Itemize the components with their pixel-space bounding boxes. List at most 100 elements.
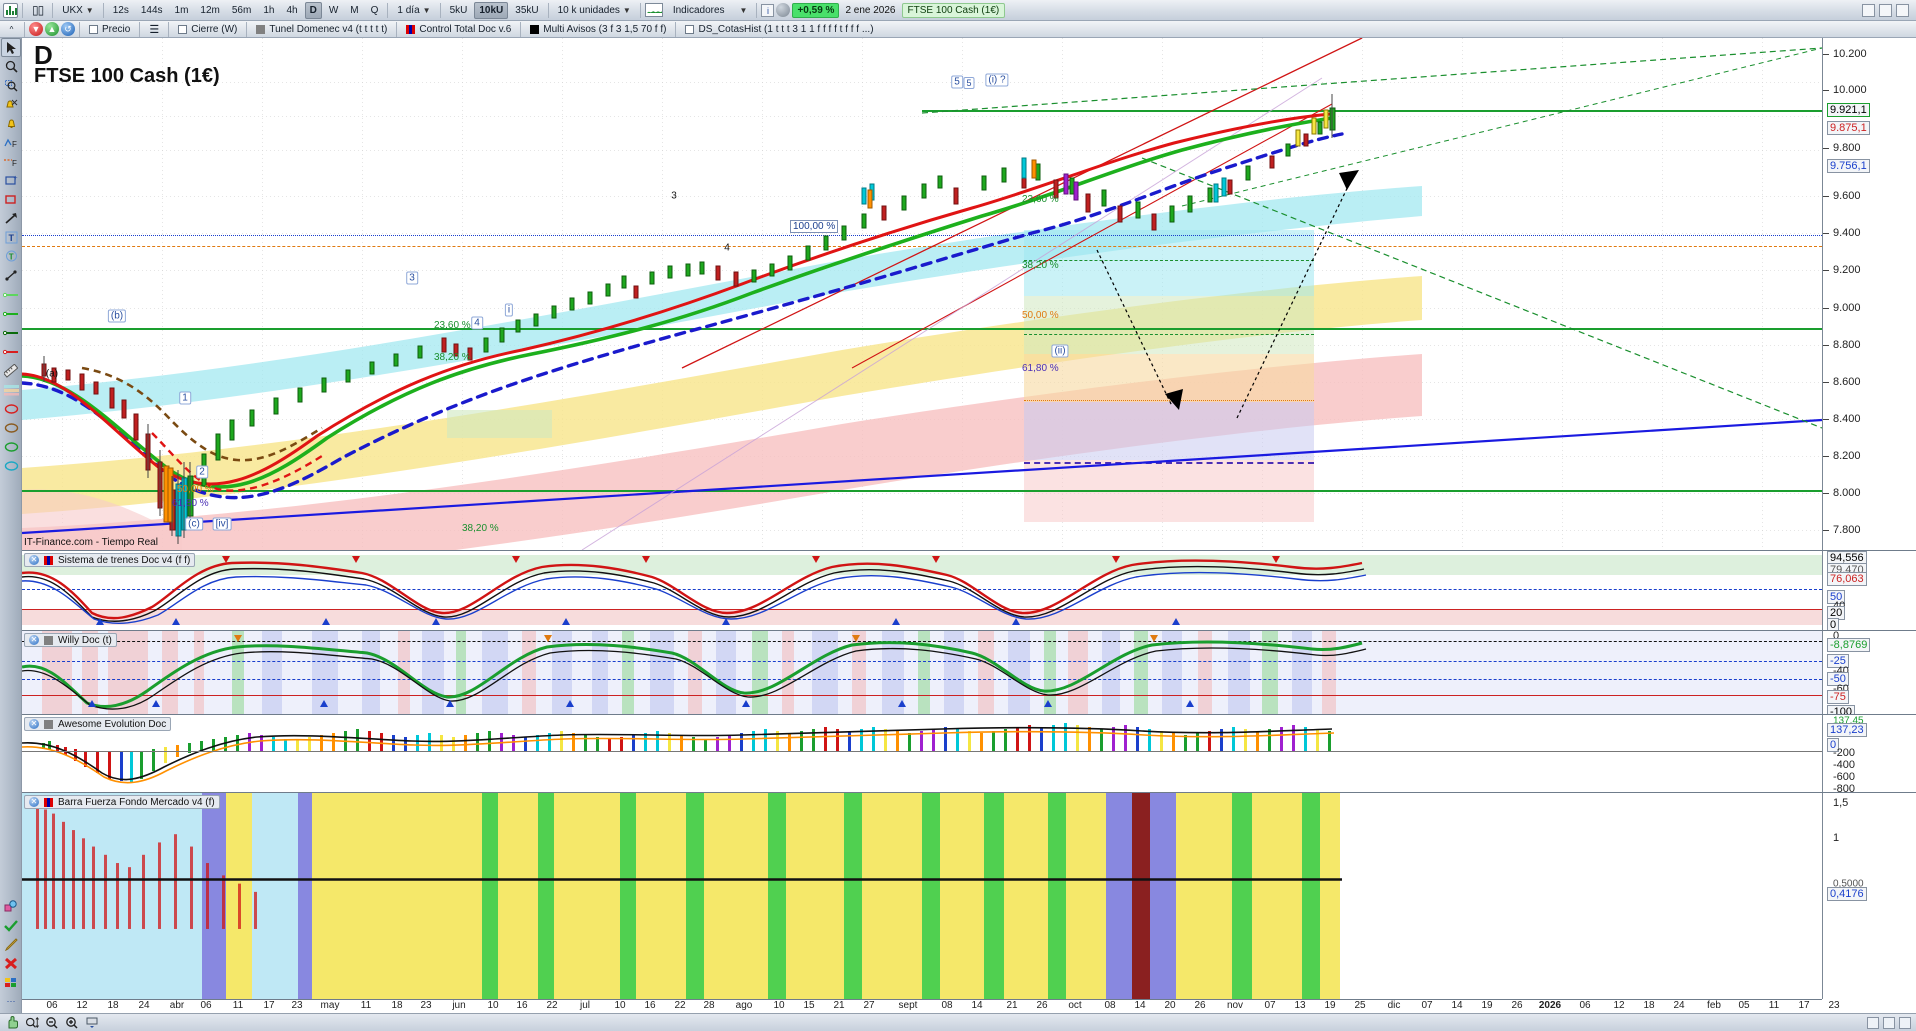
dots-icon[interactable]: ⋯ (6, 996, 16, 1006)
legend-item-multi-avisos[interactable]: Multi Avisos (3 f 3 1,5 70 f f) (525, 21, 671, 38)
rect-red-icon[interactable] (1, 190, 21, 209)
indicator-header-awesome-evolution[interactable]: ✕ Awesome Evolution Doc (24, 717, 172, 731)
zoom-region-icon[interactable] (1, 76, 21, 95)
chart-workspace[interactable]: D FTSE 100 Cash (1€) IT-Finance.com - Ti… (22, 38, 1916, 1013)
fib-f-icon[interactable]: F (1, 152, 21, 171)
indicator-header-barra-fuerza[interactable]: ✕ Barra Fuerza Fondo Mercado v4 (f) (24, 795, 220, 809)
indicator-panel-barra-fuerza[interactable]: ✕ Barra Fuerza Fondo Mercado v4 (f) (22, 792, 1916, 999)
timeframe-d[interactable]: D (304, 1, 322, 19)
wave-label-c[interactable]: (c) (185, 517, 203, 531)
wave-label-5[interactable]: 5 (951, 75, 963, 89)
wave-label-iv[interactable]: [iv] (212, 517, 232, 531)
price-panel[interactable]: D FTSE 100 Cash (1€) IT-Finance.com - Ti… (22, 38, 1916, 550)
legend-item-ds-cotashist[interactable]: DS_CotasHist (1 t t t 3 1 1 f f f f t f … (680, 21, 878, 38)
minimize-icon[interactable] (1879, 3, 1892, 17)
units-5ku[interactable]: 5kU (449, 4, 468, 16)
timeframe-w[interactable]: W (328, 4, 339, 16)
price-plot-area[interactable]: D FTSE 100 Cash (1€) IT-Finance.com - Ti… (22, 38, 1822, 550)
wave-label-ii[interactable]: (ii) (1051, 344, 1069, 358)
pencil-icon[interactable] (1, 935, 21, 954)
record-icon[interactable] (776, 3, 791, 17)
timeframe-12m[interactable]: 12m (200, 4, 220, 16)
time-axis[interactable]: 06 12 18 24 abr 06 11 17 23 may 11 18 23… (22, 999, 1840, 1013)
symbol-selector[interactable]: UKX ▼ (57, 2, 98, 19)
hline-green-light-icon[interactable] (1, 285, 21, 304)
drawing-tools-rail[interactable]: F F + T T (0, 38, 22, 1013)
legend-item-cierre[interactable]: Cierre (W) (173, 21, 242, 38)
indicator-header-sistema-trenes[interactable]: ✕ Sistema de trenes Doc v4 (f f) (24, 553, 196, 567)
fib-zones-icon[interactable] (1, 380, 21, 399)
indicator-legend-toolbar[interactable]: ^ ▼ ▲ ↺ Precio ☰ Cierre (W) Tunel Domene… (0, 21, 1916, 38)
wave-label-a[interactable]: (a) (45, 368, 59, 380)
palette-icon[interactable] (1, 973, 21, 992)
cursor-arrow-icon[interactable] (1, 38, 21, 57)
indicator-header-willy-doc[interactable]: ✕ Willy Doc (t) (24, 633, 117, 647)
close-icon[interactable] (1899, 1016, 1911, 1029)
hline-darkgreen-icon[interactable] (1, 323, 21, 342)
zoom-in-icon[interactable] (65, 1016, 79, 1030)
units-35ku[interactable]: 35kU (515, 4, 539, 16)
compare-icon[interactable]: ▯▯ (32, 3, 44, 17)
legend-item-tunel-domenec[interactable]: Tunel Domenec v4 (t t t t t) (251, 21, 392, 38)
zoom-vertical-icon[interactable] (25, 1016, 39, 1030)
info-icon[interactable]: i (761, 3, 775, 17)
timeframe-1m[interactable]: 1m (174, 4, 189, 16)
wave-label-4b[interactable]: 4 (724, 242, 730, 254)
hand-icon[interactable] (5, 1016, 19, 1030)
wave-label-3b[interactable]: 3 (671, 190, 677, 202)
ellipse-cyan-icon[interactable] (1, 456, 21, 475)
timeframe-1h[interactable]: 1h (263, 4, 275, 16)
arrow-draw-icon[interactable] (1, 209, 21, 228)
down-arrow-red-icon[interactable]: ▼ (29, 22, 43, 36)
checkbox-icon[interactable] (685, 24, 695, 34)
minimize-icon[interactable] (1867, 1016, 1879, 1029)
zoom-icon[interactable] (1, 57, 21, 76)
ellipse-green-icon[interactable] (1, 437, 21, 456)
indicator-panel-sistema-trenes[interactable]: ✕ Sistema de trenes Doc v4 (f f) (22, 550, 1916, 632)
wave-label-i-q[interactable]: (i) ? (985, 73, 1009, 87)
timeframe-q[interactable]: Q (370, 4, 379, 16)
screenshot-icon[interactable] (1862, 3, 1875, 17)
close-icon[interactable]: ✕ (29, 797, 39, 807)
close-icon[interactable]: ✕ (29, 719, 39, 729)
wave-label-marker[interactable]: 5 (963, 77, 975, 89)
price-axis[interactable]: 10.200 10.000 9.921,1 9.875,1 9.800 9.75… (1822, 38, 1916, 550)
checkbox-icon[interactable] (89, 24, 98, 34)
indicators-dropdown[interactable]: ▼ (732, 2, 753, 19)
legend-list-icon[interactable]: ☰ (149, 23, 160, 36)
status-bar[interactable] (0, 1013, 1916, 1031)
alert-line-icon[interactable]: F (1, 133, 21, 152)
timeframe-4h[interactable]: 4h (286, 4, 298, 16)
rect-plus-icon[interactable]: + (1, 171, 21, 190)
shapes-icon[interactable] (1, 897, 21, 916)
period-selector[interactable]: 1 día ▼ (392, 2, 435, 19)
scroll-icon[interactable] (85, 1016, 99, 1030)
close-icon[interactable]: ✕ (29, 555, 39, 565)
wave-label-1[interactable]: 1 (179, 391, 191, 405)
text-tool-icon[interactable]: T (1, 228, 21, 247)
timeframe-12s[interactable]: 12s (112, 4, 129, 16)
check-green-icon[interactable] (1, 916, 21, 935)
collapse-caret-icon[interactable]: ^ (9, 24, 14, 34)
close-icon[interactable]: ✕ (29, 635, 39, 645)
hline-red-icon[interactable] (1, 342, 21, 361)
unit-size-selector[interactable]: 10 k unidades ▼ (553, 2, 636, 19)
close-icon[interactable] (1896, 3, 1909, 17)
timeframe-56m[interactable]: 56m (231, 4, 252, 16)
alert-bell-icon[interactable] (1, 114, 21, 133)
wave-label-b[interactable]: (b) (107, 309, 127, 323)
maximize-icon[interactable] (1883, 1016, 1895, 1029)
ruler-icon[interactable] (1, 361, 21, 380)
indicator-panel-awesome-evolution[interactable]: ✕ Awesome Evolution Doc (22, 714, 1916, 795)
ellipse-brown-icon[interactable] (1, 418, 21, 437)
indicator-panel-willy-doc[interactable]: ✕ Willy Doc (t) (22, 630, 1916, 719)
alert-remove-icon[interactable] (1, 95, 21, 114)
indicators-button[interactable]: Indicadores (672, 4, 725, 16)
timeframe-m[interactable]: M (350, 4, 359, 16)
zoom-out-icon[interactable] (45, 1016, 59, 1030)
hline-green-icon[interactable] (1, 304, 21, 323)
trendlines-layer[interactable] (22, 38, 1822, 550)
up-arrow-green-icon[interactable]: ▲ (45, 22, 59, 36)
wave-label-2[interactable]: 2 (196, 465, 208, 479)
ellipse-red-icon[interactable] (1, 399, 21, 418)
